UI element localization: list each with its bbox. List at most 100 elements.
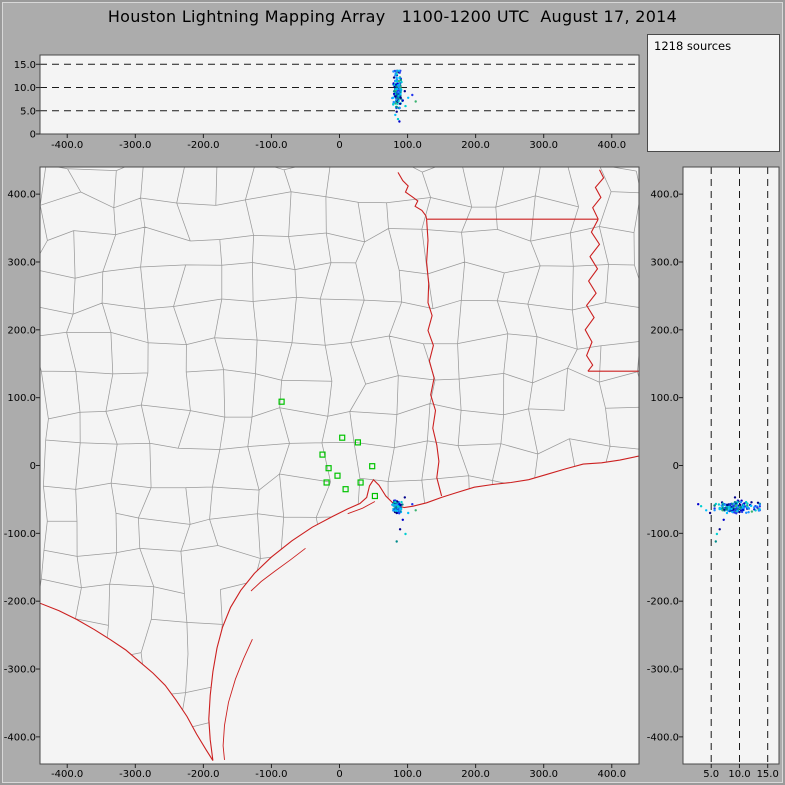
lightning-source xyxy=(749,504,753,508)
tick-label: 100.0 xyxy=(393,140,422,151)
lightning-source xyxy=(401,518,404,521)
lma-station-marker xyxy=(325,465,332,472)
tick-label: 5.0 xyxy=(703,769,719,780)
lightning-source xyxy=(399,507,402,511)
lightning-source xyxy=(395,69,398,73)
lightning-source xyxy=(396,102,399,106)
lightning-source xyxy=(411,503,414,506)
lightning-source xyxy=(738,510,741,514)
lightning-source xyxy=(392,103,395,106)
lightning-source xyxy=(399,78,403,82)
lightning-source xyxy=(392,100,395,104)
tick-label: 0 xyxy=(30,130,36,141)
lightning-source xyxy=(414,509,417,512)
tick-label: -300.0 xyxy=(647,665,679,676)
tick-label: 0 xyxy=(30,461,36,472)
tick-label: 15.0 xyxy=(757,769,779,780)
tick-label: -100.0 xyxy=(4,529,36,540)
tick-label: 0 xyxy=(673,461,679,472)
lightning-source xyxy=(401,503,404,506)
lightning-source xyxy=(746,502,749,505)
lightning-source xyxy=(398,120,401,123)
lightning-source xyxy=(400,80,403,84)
lightning-source xyxy=(399,96,402,99)
lightning-source xyxy=(732,504,735,508)
lightning-source xyxy=(725,506,728,510)
lma-station-marker xyxy=(371,492,378,500)
lightning-source xyxy=(395,506,398,509)
tick-label: 100.0 xyxy=(393,769,422,780)
sources-count-panel: 1218 sources xyxy=(647,34,780,152)
lma-station-marker xyxy=(357,479,364,486)
lightning-source xyxy=(392,90,396,93)
lightning-source xyxy=(395,78,399,81)
lightning-source xyxy=(398,76,401,80)
lightning-source xyxy=(395,540,398,543)
tick-label: 400.0 xyxy=(597,140,626,151)
lightning-source xyxy=(394,501,397,504)
lightning-source xyxy=(394,113,397,117)
lma-station-marker xyxy=(319,451,326,458)
sources-count: 1218 sources xyxy=(654,39,732,53)
lightning-source xyxy=(395,110,398,113)
lightning-source xyxy=(757,509,761,512)
lightning-source xyxy=(697,503,700,506)
tick-label: 10.0 xyxy=(14,83,36,94)
lightning-source xyxy=(398,503,401,506)
lightning-source xyxy=(721,506,724,510)
lightning-source xyxy=(395,73,399,76)
lightning-source xyxy=(713,507,716,510)
lightning-source xyxy=(725,511,729,515)
lightning-source xyxy=(401,99,404,102)
tick-label: 10.0 xyxy=(728,769,750,780)
lightning-source xyxy=(396,117,400,121)
lightning-source xyxy=(398,71,401,74)
map-layer xyxy=(40,167,639,761)
lightning-source xyxy=(708,511,712,515)
lightning-source xyxy=(392,503,395,506)
tick-label: -400.0 xyxy=(647,732,679,743)
mississippi-river xyxy=(584,218,601,372)
lightning-source xyxy=(736,505,739,509)
lightning-source xyxy=(740,510,744,514)
lightning-source xyxy=(396,509,399,513)
lightning-source xyxy=(736,509,739,513)
lightning-source xyxy=(718,528,721,531)
map-panel xyxy=(40,167,639,764)
lightning-source xyxy=(395,105,398,109)
lightning-source xyxy=(395,511,398,515)
lightning-source xyxy=(742,503,745,507)
lightning-source xyxy=(739,503,742,506)
red-river-border xyxy=(397,172,428,220)
altitude-ns-layer xyxy=(697,167,769,764)
lightning-source xyxy=(718,507,722,511)
lightning-source xyxy=(399,92,402,96)
tick-label: 300.0 xyxy=(529,140,558,151)
lma-station-marker xyxy=(342,486,349,493)
tick-label: 400.0 xyxy=(7,190,36,201)
mississippi-river xyxy=(592,169,605,220)
tick-label: 200.0 xyxy=(461,769,490,780)
tick-label: 300.0 xyxy=(7,258,36,269)
lightning-source xyxy=(756,506,759,509)
lightning-source xyxy=(753,506,756,509)
lightning-source xyxy=(395,98,398,101)
lightning-source xyxy=(397,69,401,73)
lightning-source xyxy=(392,92,396,96)
tick-label: 100.0 xyxy=(650,393,679,404)
lightning-source xyxy=(729,503,732,506)
rio-grande-border xyxy=(40,602,214,761)
tx-la-border xyxy=(426,219,443,497)
tick-label: 400.0 xyxy=(650,190,679,201)
lightning-source xyxy=(750,510,754,513)
lightning-source xyxy=(734,508,737,512)
tick-label: -100.0 xyxy=(255,140,287,151)
lightning-source xyxy=(394,509,397,512)
tick-label: 200.0 xyxy=(7,325,36,336)
lightning-source xyxy=(407,511,410,515)
lma-station-marker xyxy=(278,398,285,405)
lightning-source xyxy=(750,501,753,504)
lma-station-marker xyxy=(369,463,376,470)
lightning-source xyxy=(404,104,407,108)
lightning-source xyxy=(396,87,399,91)
